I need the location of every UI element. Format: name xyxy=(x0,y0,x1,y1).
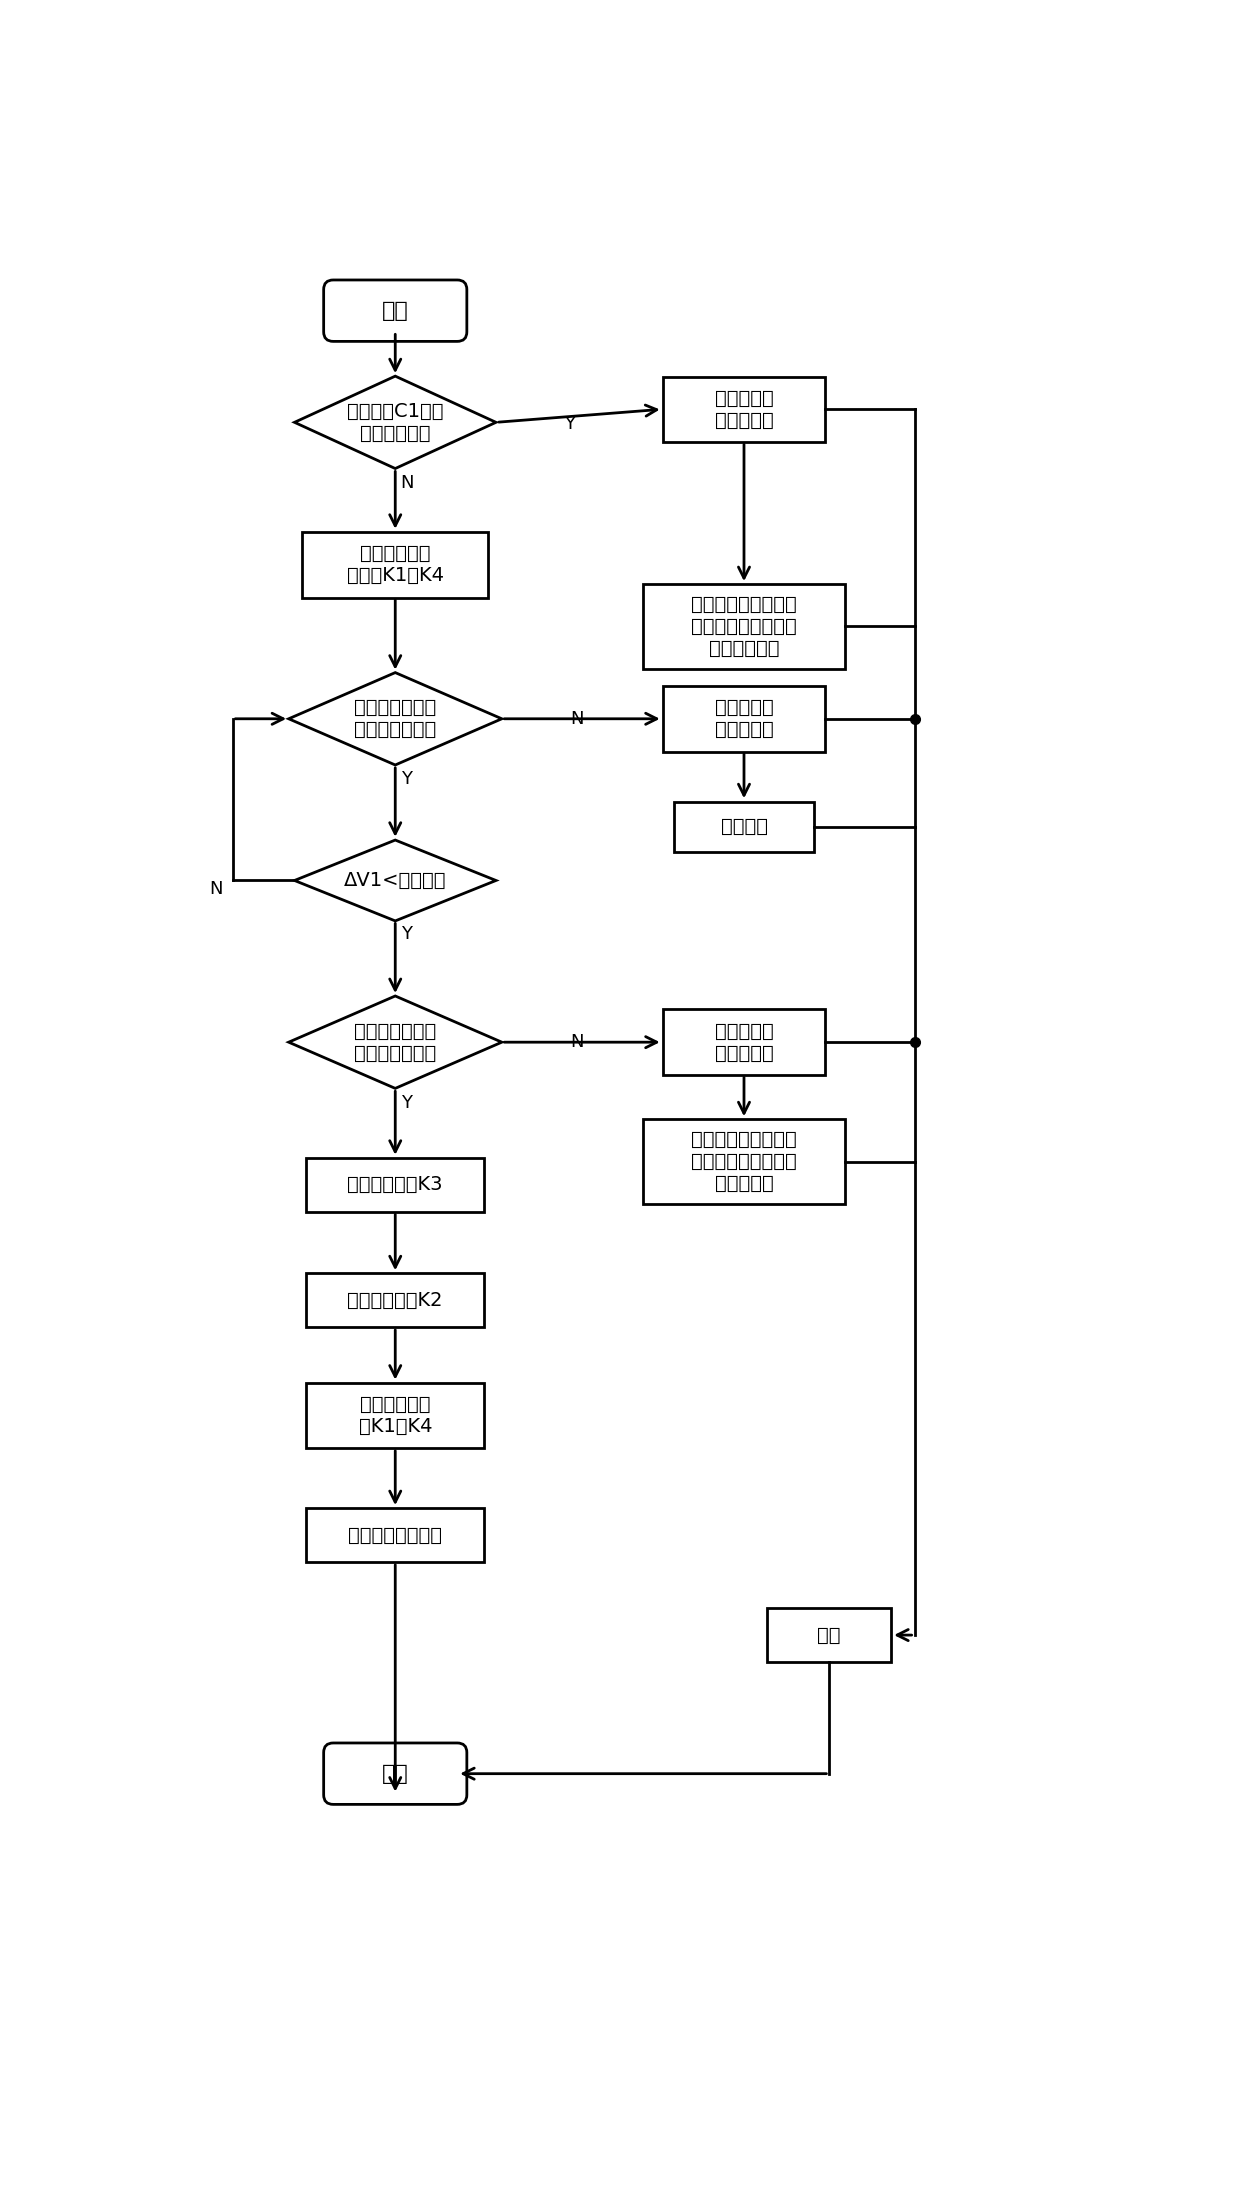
Bar xyxy=(306,1274,485,1327)
Text: 闭合负接触器K3: 闭合负接触器K3 xyxy=(347,1175,443,1195)
Bar xyxy=(662,1009,826,1076)
Bar xyxy=(306,1157,485,1212)
Text: 上升速率是否满
足预设速度值？: 上升速率是否满 足预设速度值？ xyxy=(355,1023,436,1062)
Bar xyxy=(644,1120,844,1203)
Bar xyxy=(662,377,826,443)
Text: 正预充回路和预充回
路中均至少有一路接
触器存在故障: 正预充回路和预充回 路中均至少有一路接 触器存在故障 xyxy=(691,595,797,657)
Text: N: N xyxy=(570,710,584,727)
Bar xyxy=(306,1382,485,1448)
Text: 预充失败: 预充失败 xyxy=(720,818,768,835)
Text: 容性负载C1两端
是否有电压？: 容性负载C1两端 是否有电压？ xyxy=(347,401,444,443)
Text: 预充时间是否小
于预设时间值？: 预充时间是否小 于预设时间值？ xyxy=(355,699,436,738)
Polygon shape xyxy=(289,672,502,765)
Text: 报警: 报警 xyxy=(817,1627,841,1644)
Text: Y: Y xyxy=(401,771,412,789)
Bar xyxy=(675,802,813,851)
Text: 正预充回路或预充回
路中至少有一路接触
器存在故障: 正预充回路或预充回 路中至少有一路接触 器存在故障 xyxy=(691,1131,797,1192)
Bar xyxy=(768,1609,892,1662)
Polygon shape xyxy=(289,996,502,1089)
Text: Y: Y xyxy=(401,1093,412,1111)
Text: N: N xyxy=(210,879,223,899)
Text: 记录故障状
态为错误三: 记录故障状 态为错误三 xyxy=(714,699,774,738)
Text: 记录故障状
态为错误一: 记录故障状 态为错误一 xyxy=(714,388,774,430)
Text: 结束: 结束 xyxy=(382,1763,409,1783)
Text: 进入安全工作模式: 进入安全工作模式 xyxy=(348,1525,443,1545)
Text: 同时闭合预充
接触器K1和K4: 同时闭合预充 接触器K1和K4 xyxy=(347,544,444,586)
Bar xyxy=(303,531,489,597)
Bar xyxy=(644,584,844,668)
Text: 开始: 开始 xyxy=(382,300,409,320)
Text: Y: Y xyxy=(564,414,575,432)
Polygon shape xyxy=(295,377,496,469)
Text: 记录故障状
态为错误二: 记录故障状 态为错误二 xyxy=(714,1023,774,1062)
FancyBboxPatch shape xyxy=(324,1743,466,1805)
Text: 断开预充接触
器K1和K4: 断开预充接触 器K1和K4 xyxy=(358,1395,432,1437)
Text: Y: Y xyxy=(401,926,412,943)
Text: N: N xyxy=(401,474,414,491)
Bar xyxy=(306,1508,485,1563)
FancyBboxPatch shape xyxy=(324,280,466,342)
Text: N: N xyxy=(570,1034,584,1051)
Text: ΔV1<预设值？: ΔV1<预设值？ xyxy=(343,871,446,890)
Text: 闭合正接触器K2: 闭合正接触器K2 xyxy=(347,1292,443,1309)
Polygon shape xyxy=(295,840,496,921)
Bar xyxy=(662,685,826,752)
